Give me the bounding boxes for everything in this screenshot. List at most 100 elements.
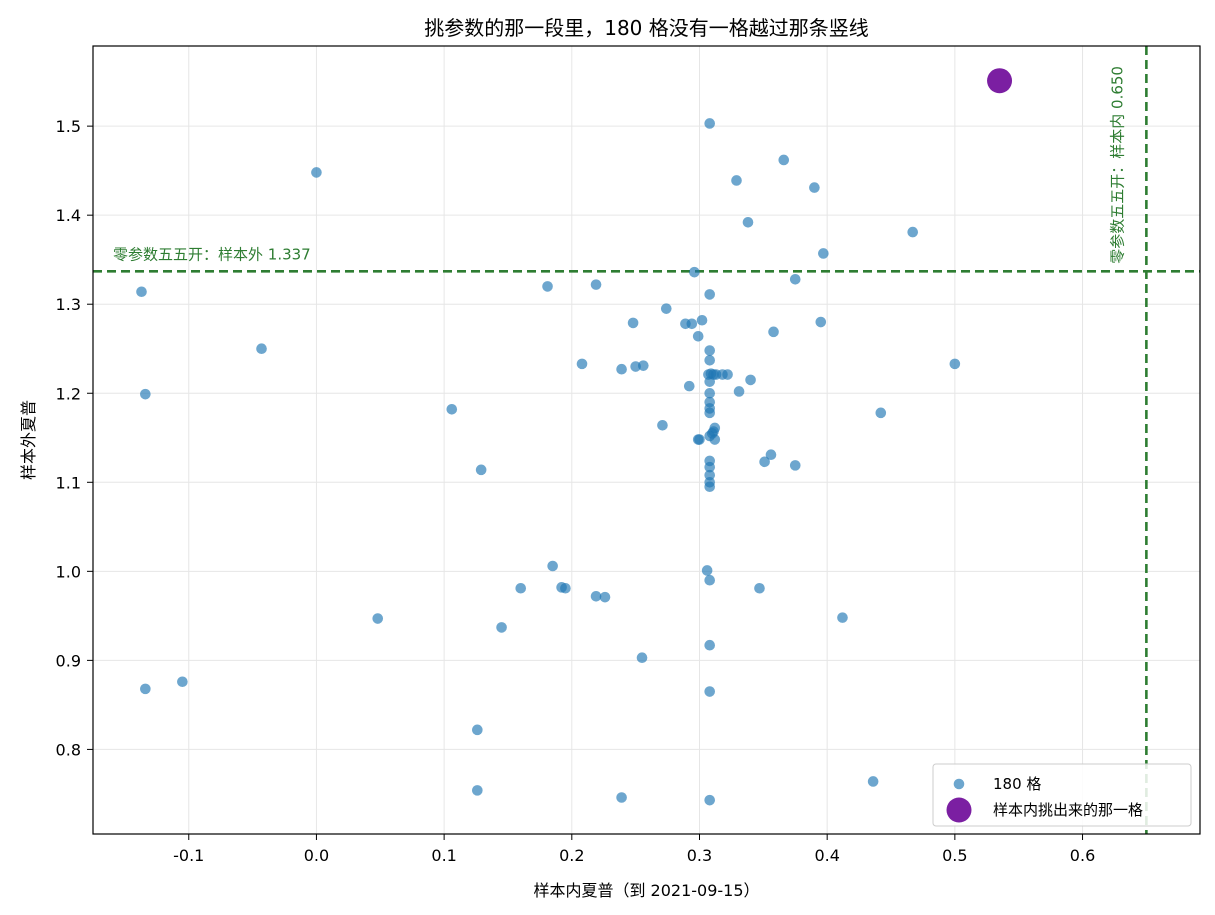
grid-point bbox=[547, 560, 558, 572]
grid-point bbox=[742, 216, 754, 228]
legend-box bbox=[932, 763, 1192, 827]
grid-point bbox=[745, 374, 756, 386]
grid-point bbox=[694, 434, 705, 445]
grid-point bbox=[496, 622, 507, 633]
grid-point bbox=[789, 460, 801, 471]
grid-point bbox=[372, 613, 384, 624]
x-tick-label: 0.0 bbox=[304, 846, 329, 865]
grid-point bbox=[867, 776, 879, 787]
grid-point bbox=[542, 281, 553, 292]
grid-point bbox=[560, 582, 571, 594]
grid-point bbox=[590, 590, 602, 602]
grid-point bbox=[472, 785, 483, 796]
plot-frame bbox=[92, 45, 1201, 835]
reference-lines: 零参数五五开：样本外 1.337 零参数五五开：样本内 0.650 bbox=[93, 46, 1200, 834]
grid bbox=[93, 46, 1200, 834]
data-points bbox=[136, 68, 1013, 806]
y-tick-label: 1.4 bbox=[56, 206, 81, 225]
grid-point bbox=[704, 118, 716, 129]
x-axis-label: 样本内夏普（到 2021-09-15） bbox=[533, 881, 759, 900]
grid-point bbox=[515, 582, 527, 594]
y-tick-label: 1.3 bbox=[56, 295, 81, 314]
horizontal-reference-label: 零参数五五开：样本外 1.337 bbox=[113, 245, 311, 263]
grid-point bbox=[660, 303, 672, 314]
y-tick-label: 0.9 bbox=[56, 651, 81, 670]
grid-point bbox=[311, 167, 322, 178]
grid-point bbox=[768, 326, 779, 338]
grid-point bbox=[140, 683, 151, 695]
legend-marker-grid bbox=[953, 778, 965, 790]
x-tick-label: 0.1 bbox=[431, 846, 456, 865]
grid-point bbox=[686, 318, 698, 330]
grid-point bbox=[630, 361, 641, 372]
y-axis-label: 样本外夏普 bbox=[19, 400, 38, 480]
grid-point bbox=[704, 289, 716, 300]
grid-point bbox=[636, 652, 648, 664]
chart-title: 挑参数的那一段里，180 格没有一格越过那条竖线 bbox=[424, 16, 869, 40]
grid-point bbox=[733, 386, 745, 397]
grid-point bbox=[731, 175, 742, 186]
grid-point bbox=[657, 420, 668, 431]
grid-point bbox=[704, 574, 716, 586]
grid-point bbox=[704, 376, 716, 387]
grid-point bbox=[576, 358, 588, 370]
grid-point bbox=[704, 461, 716, 473]
grid-point bbox=[692, 330, 704, 342]
grid-point bbox=[765, 449, 777, 460]
grid-point bbox=[590, 279, 602, 290]
grid-point bbox=[815, 316, 827, 328]
grid-point bbox=[177, 676, 188, 688]
grid-point bbox=[256, 343, 267, 355]
grid-point bbox=[704, 407, 716, 419]
grid-point bbox=[599, 591, 611, 603]
y-tick-label: 1.1 bbox=[56, 473, 81, 492]
grid-point bbox=[140, 388, 151, 400]
grid-point bbox=[696, 314, 708, 326]
grid-point bbox=[627, 317, 639, 329]
x-tick-label: 0.2 bbox=[559, 846, 584, 865]
y-tick-label: 0.8 bbox=[56, 740, 81, 759]
grid-point bbox=[616, 792, 627, 803]
grid-point bbox=[704, 639, 716, 651]
legend-marker-picked bbox=[946, 797, 972, 823]
grid-point bbox=[704, 355, 716, 366]
grid-point bbox=[809, 182, 820, 193]
grid-point bbox=[701, 565, 713, 576]
grid-point bbox=[704, 794, 716, 806]
vertical-reference-label: 零参数五五开：样本内 0.650 bbox=[1108, 66, 1126, 264]
grid-point bbox=[789, 273, 801, 285]
grid-point bbox=[704, 345, 716, 356]
grid-point bbox=[616, 363, 627, 375]
grid-point bbox=[709, 434, 721, 445]
legend-entry-grid: 180 格 bbox=[993, 775, 1041, 793]
grid-point bbox=[837, 612, 848, 623]
grid-point bbox=[638, 360, 649, 371]
grid-point bbox=[875, 407, 887, 419]
grid-point bbox=[818, 248, 829, 259]
grid-point bbox=[475, 464, 487, 476]
grid-point bbox=[708, 426, 719, 437]
axis-ticks: -0.1 0.0 0.1 0.2 0.3 0.4 0.5 0.6 0.8 0.9 1.0 1.1 1.2… bbox=[56, 117, 1096, 865]
grid-point bbox=[704, 481, 716, 493]
grid-point bbox=[704, 686, 716, 697]
x-tick-label: -0.1 bbox=[173, 846, 204, 865]
legend: 180 格 样本内挑出来的那一格 bbox=[932, 763, 1192, 827]
grid-point bbox=[949, 358, 961, 370]
legend-entry-picked: 样本内挑出来的那一格 bbox=[993, 801, 1143, 819]
picked-point bbox=[987, 68, 1013, 94]
grid-point bbox=[689, 266, 700, 278]
grid-point bbox=[446, 403, 458, 415]
y-tick-label: 1.0 bbox=[56, 562, 81, 581]
grid-point bbox=[683, 380, 695, 392]
grid-point bbox=[136, 286, 147, 298]
x-tick-label: 0.3 bbox=[687, 846, 712, 865]
grid-point bbox=[722, 369, 733, 380]
x-tick-label: 0.5 bbox=[942, 846, 967, 865]
grid-point bbox=[754, 582, 765, 594]
grid-point bbox=[704, 387, 716, 399]
x-tick-label: 0.4 bbox=[814, 846, 839, 865]
grid-point bbox=[759, 456, 770, 468]
x-tick-label: 0.6 bbox=[1070, 846, 1095, 865]
grid-point bbox=[907, 226, 919, 238]
